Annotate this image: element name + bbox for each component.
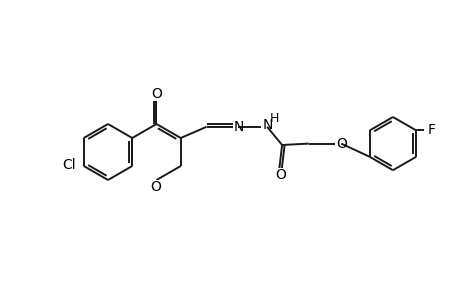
Text: O: O bbox=[336, 136, 347, 151]
Text: O: O bbox=[150, 180, 161, 194]
Text: O: O bbox=[151, 87, 162, 101]
Text: O: O bbox=[274, 168, 285, 182]
Text: N: N bbox=[263, 118, 273, 132]
Text: H: H bbox=[269, 112, 279, 125]
Text: Cl: Cl bbox=[62, 158, 76, 172]
Text: F: F bbox=[427, 123, 435, 137]
Text: N: N bbox=[234, 120, 244, 134]
